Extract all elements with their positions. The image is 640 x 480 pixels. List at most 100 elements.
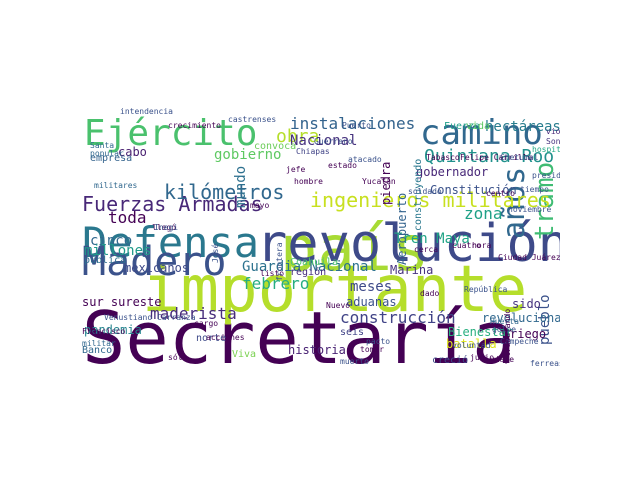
word-16: gobierno — [214, 147, 282, 163]
word-23: toda — [108, 208, 147, 227]
word-6: Ejército — [84, 113, 258, 154]
word-77: jefe — [286, 165, 306, 174]
word-2: país — [280, 212, 430, 285]
word-11: Fuerzas Armadas — [82, 192, 263, 216]
word-63: Chiapas — [296, 147, 330, 156]
word-50: Fuerza — [444, 121, 481, 132]
word-84: voluntad — [452, 341, 491, 350]
word-67: Sonora — [546, 137, 560, 146]
word-109: Francisco — [82, 327, 126, 336]
word-88: sólo — [168, 353, 188, 362]
word-108: popular — [90, 149, 124, 158]
word-92: crecimiento — [168, 121, 221, 130]
word-93: hombre — [294, 177, 323, 186]
word-10: ingenieros militares — [310, 188, 551, 212]
word-87: pacto — [366, 337, 391, 346]
word-68: hospitales — [532, 145, 560, 154]
word-57: creció — [432, 355, 469, 366]
word-98: Yucatán — [362, 177, 396, 186]
word-103: frontera — [275, 242, 284, 281]
word-35: Constitución — [430, 183, 517, 197]
word-18: construcción — [340, 308, 456, 327]
word-107: estado — [328, 161, 357, 170]
word-75: llegó — [152, 223, 177, 232]
word-94: atacado — [348, 155, 382, 164]
word-39: Marina — [390, 263, 434, 277]
word-42: historia — [288, 343, 346, 357]
word-37: revolucionario — [482, 311, 560, 325]
word-38: mexicanos — [124, 261, 190, 275]
word-105: dado — [420, 289, 440, 298]
word-86: tomar — [360, 345, 385, 354]
word-58: convoca — [254, 141, 297, 152]
word-32: cabo — [118, 145, 147, 159]
word-73: Santa — [90, 141, 115, 150]
word-60: Venustiano Carranza — [104, 313, 196, 322]
word-59: Banco — [82, 345, 113, 356]
word-7: camino — [420, 113, 543, 153]
word-112: viaje — [490, 355, 515, 364]
word-1: importante — [142, 253, 528, 327]
word-65: castrenses — [228, 115, 277, 124]
word-69: Felipe Carrillo — [460, 153, 533, 162]
word-29: Nacional — [290, 133, 358, 149]
word-74: Nuevo — [326, 301, 351, 310]
word-19: Guardia Nacional — [242, 259, 377, 275]
word-41: norte — [196, 333, 227, 344]
word-111: mayo — [250, 201, 270, 210]
word-52: Viva — [232, 349, 257, 360]
word-28: Tren Maya — [394, 231, 470, 247]
word-44: Bienestar — [448, 325, 514, 339]
word-91: Inegi — [154, 223, 179, 232]
word-51: vida — [466, 121, 491, 132]
word-72: Guerrero — [314, 137, 353, 146]
word-25: febrero — [242, 274, 310, 293]
word-90: acciones — [206, 333, 245, 342]
word-85: República — [464, 285, 508, 294]
word-24: cinco — [90, 233, 133, 249]
word-82: trabajando — [503, 309, 512, 358]
word-114: Puerto — [342, 121, 371, 130]
word-96: cuatro — [452, 241, 481, 250]
word-79: centro — [486, 189, 515, 198]
word-15: obra — [276, 126, 320, 147]
word-102: listo — [260, 269, 285, 278]
word-66: violencia — [546, 127, 560, 136]
word-80: Huerta — [490, 317, 519, 326]
word-14: Quintana Roo — [424, 146, 555, 167]
word-33: riego — [510, 327, 547, 341]
word-70: Tabasco — [426, 153, 460, 162]
word-53: Coahuila — [290, 257, 339, 268]
word-54: empresa — [90, 153, 133, 164]
word-22: zona — [464, 204, 503, 223]
word-4: Defensa — [82, 218, 260, 267]
word-12: kilómetros — [164, 180, 285, 204]
word-55: seis — [340, 327, 365, 338]
word-64: intendencia — [120, 107, 173, 116]
word-47: Aeropuerto — [395, 192, 409, 265]
word-46: región — [290, 267, 327, 278]
word-30: sur sureste — [82, 295, 162, 309]
word-61: Ciudad Juárez — [498, 253, 560, 262]
word-40: aduanas — [346, 295, 397, 309]
word-3: revolución — [256, 214, 560, 274]
word-104: cerca — [414, 245, 439, 254]
word-20: hectáreas — [485, 119, 560, 135]
word-99: soldado — [408, 187, 442, 196]
word-97: hora — [472, 241, 492, 250]
word-95: ferreas — [530, 359, 560, 368]
word-113: muerto — [340, 357, 369, 366]
word-83: junio — [470, 353, 495, 362]
word-17: maderista — [150, 304, 237, 323]
word-106: José — [211, 244, 220, 264]
word-34: sido — [512, 297, 541, 311]
word-101: militares — [94, 181, 138, 190]
word-0: Secretaría — [82, 296, 516, 374]
word-43: pandemia — [84, 323, 142, 337]
word-81: golpe — [492, 325, 517, 334]
word-71: Chetumal — [500, 153, 539, 162]
word-78: tiempo — [520, 185, 549, 194]
word-56: pública — [84, 255, 127, 266]
word-13: instalaciones — [290, 114, 416, 133]
word-26: mundo — [233, 165, 249, 208]
